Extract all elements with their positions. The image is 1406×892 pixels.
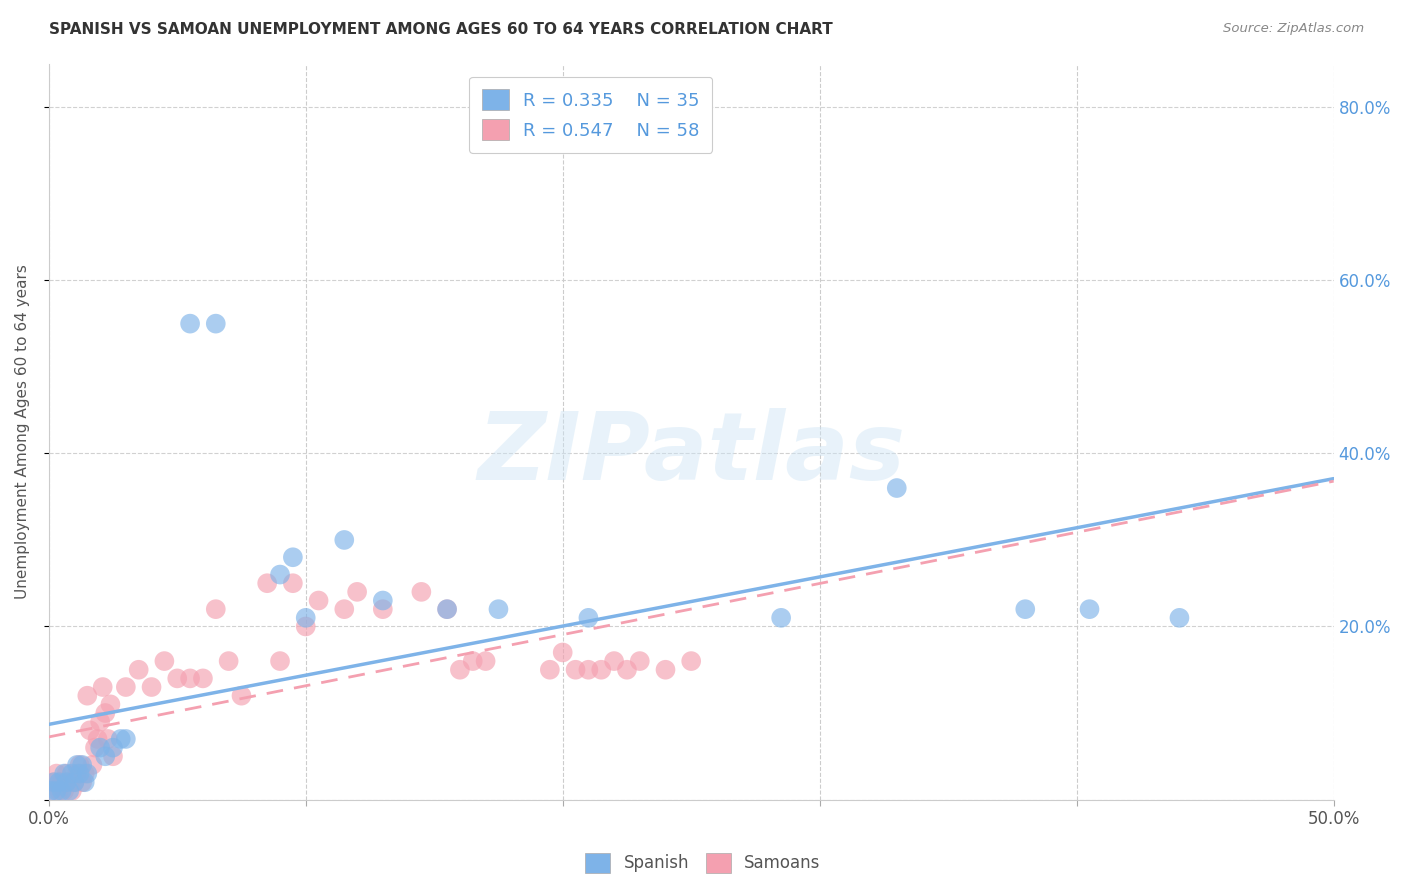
Point [84,740,107,755]
Point [576,611,599,625]
Point [58,784,80,798]
Point [204,602,226,616]
Point [69,758,91,772]
Point [86,731,108,746]
Point [48,784,70,798]
Legend: R = 0.335    N = 35, R = 0.547    N = 58: R = 0.335 N = 35, R = 0.547 N = 58 [470,77,713,153]
Point [41,784,63,798]
Point [576,663,599,677]
Point [218,654,240,668]
Point [41,784,63,798]
Point [82,758,104,772]
Point [371,602,394,616]
Point [45,766,67,780]
Legend: Spanish, Samoans: Spanish, Samoans [579,847,827,880]
Point [179,672,201,686]
Point [616,663,638,677]
Point [89,714,111,729]
Text: SPANISH VS SAMOAN UNEMPLOYMENT AMONG AGES 60 TO 64 YEARS CORRELATION CHART: SPANISH VS SAMOAN UNEMPLOYMENT AMONG AGE… [49,22,832,37]
Point [91,680,114,694]
Point [333,533,356,547]
Point [269,654,291,668]
Point [371,593,394,607]
Point [53,766,76,780]
Point [100,698,122,712]
Point [42,775,65,789]
Point [1078,602,1101,616]
Point [308,593,330,607]
Point [231,689,253,703]
Point [591,663,613,677]
Point [166,672,188,686]
Point [538,663,561,677]
Point [73,766,96,780]
Point [681,654,703,668]
Point [1168,611,1191,625]
Point [281,576,304,591]
Point [58,775,80,789]
Point [770,611,793,625]
Point [191,672,214,686]
Point [551,645,574,659]
Point [55,766,77,780]
Point [97,731,120,746]
Point [110,731,132,746]
Point [436,602,458,616]
Text: Source: ZipAtlas.com: Source: ZipAtlas.com [1223,22,1364,36]
Text: ZIPatlas: ZIPatlas [477,408,905,500]
Point [449,663,471,677]
Point [628,654,651,668]
Point [564,663,586,677]
Point [333,602,356,616]
Point [76,689,98,703]
Y-axis label: Unemployment Among Ages 60 to 64 years: Unemployment Among Ages 60 to 64 years [15,264,30,599]
Point [73,775,96,789]
Point [60,766,83,780]
Point [55,775,77,789]
Point [115,680,138,694]
Point [474,654,496,668]
Point [269,567,291,582]
Point [70,758,93,772]
Point [89,740,111,755]
Point [204,317,226,331]
Point [281,550,304,565]
Point [51,775,73,789]
Point [45,784,67,798]
Point [461,654,484,668]
Point [53,784,76,798]
Point [436,602,458,616]
Point [48,775,70,789]
Point [294,619,316,633]
Point [101,740,124,755]
Point [101,749,124,764]
Point [256,576,278,591]
Point [603,654,626,668]
Point [886,481,908,495]
Point [69,766,91,780]
Point [42,775,65,789]
Point [94,706,117,720]
Point [115,731,138,746]
Point [153,654,176,668]
Point [179,317,201,331]
Point [411,585,433,599]
Point [63,775,86,789]
Point [63,775,86,789]
Point [346,585,368,599]
Point [76,766,98,780]
Point [66,766,89,780]
Point [51,784,73,798]
Point [94,749,117,764]
Point [66,758,89,772]
Point [488,602,510,616]
Point [128,663,150,677]
Point [654,663,676,677]
Point [294,611,316,625]
Point [79,723,101,738]
Point [1014,602,1036,616]
Point [60,784,83,798]
Point [141,680,163,694]
Point [70,775,93,789]
